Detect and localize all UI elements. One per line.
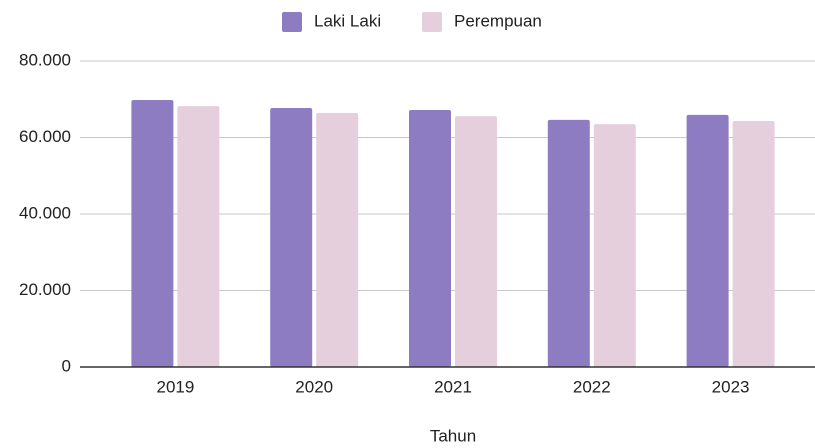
y-tick-label: 40.000 xyxy=(19,203,71,222)
bar xyxy=(316,113,359,368)
y-tick-label: 60.000 xyxy=(19,127,71,146)
bar xyxy=(547,119,590,367)
x-tick-label: 2021 xyxy=(434,377,472,396)
x-tick-label: 2019 xyxy=(156,377,194,396)
y-tick-label: 20.000 xyxy=(19,280,71,299)
x-tick-label: 2023 xyxy=(712,377,750,396)
bar xyxy=(131,100,174,367)
y-tick-label: 80.000 xyxy=(19,50,71,69)
legend-swatch xyxy=(422,12,442,32)
bar xyxy=(732,121,775,368)
x-tick-label: 2020 xyxy=(295,377,333,396)
legend-swatch xyxy=(282,12,302,32)
y-tick-label: 0 xyxy=(62,356,71,375)
bar xyxy=(593,124,636,367)
x-tick-label: 2022 xyxy=(573,377,611,396)
bar xyxy=(455,116,497,367)
legend-label: Perempuan xyxy=(454,11,542,30)
bar xyxy=(409,109,451,368)
legend-label: Laki Laki xyxy=(314,11,381,30)
bar xyxy=(177,106,220,367)
x-axis-title: Tahun xyxy=(430,426,476,445)
bar xyxy=(270,108,313,368)
bar xyxy=(686,114,729,368)
